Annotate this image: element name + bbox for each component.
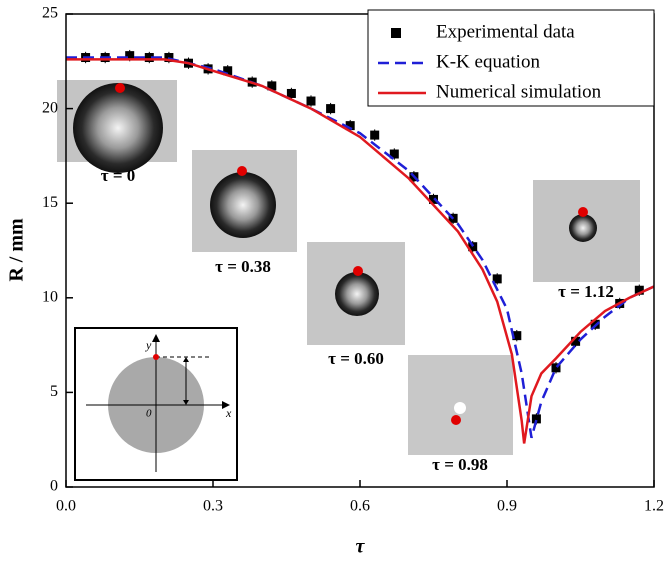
x-tick-label: 1.2 (644, 498, 664, 515)
legend-box (367, 9, 655, 107)
marker-dot (237, 166, 247, 176)
marker-dot (353, 266, 363, 276)
legend-label: K-K equation (436, 51, 540, 72)
marker-dot (451, 415, 461, 425)
axis-letter: y (145, 338, 152, 352)
data-point (551, 363, 561, 373)
data-point (634, 285, 644, 295)
data-point (429, 194, 438, 204)
photo-label: τ = 0.38 (215, 257, 271, 276)
x-tick-label: 0.0 (56, 498, 76, 515)
arrow-head (222, 401, 230, 409)
data-point (286, 88, 296, 98)
photo-label: τ = 1.12 (558, 282, 614, 301)
plot (66, 49, 655, 444)
x-axis-label: τ (356, 536, 366, 558)
arrow-head (183, 357, 189, 405)
y-tick-label: 25 (42, 5, 58, 22)
y-tick-label: 20 (42, 99, 58, 116)
axis-letter: x (225, 406, 232, 420)
y-tick-label: 10 (42, 288, 58, 305)
legend-label: Numerical simulation (436, 81, 602, 102)
legend-label: Experimental data (436, 21, 575, 42)
photo-label: τ = 0 (101, 166, 136, 185)
y-tick-label: 15 (42, 194, 58, 211)
data-point (326, 104, 336, 114)
data-point (223, 66, 233, 76)
series-line (66, 58, 655, 444)
data-point (571, 336, 581, 346)
data-point (531, 414, 541, 424)
droplet (335, 272, 379, 316)
droplet (73, 83, 163, 173)
marker-dot (115, 83, 125, 93)
droplet (210, 172, 276, 238)
data-point (267, 81, 277, 91)
data-point (144, 53, 154, 63)
photo-labels: τ = 0 τ = 0.38 τ = 0.60 τ = 0.98 τ = 1.1… (101, 166, 614, 474)
data-point (512, 331, 522, 341)
arrow-head (152, 334, 160, 342)
x-tick-label: 0.9 (497, 498, 517, 515)
droplet (454, 402, 466, 414)
origin-label: 0 (146, 408, 152, 420)
y-tick-label: 0 (50, 478, 58, 495)
data-point (345, 121, 355, 131)
data-point (125, 51, 135, 61)
photo-label: τ = 0.98 (432, 455, 488, 474)
schematic: y x 0 (74, 327, 238, 481)
marker-dot (578, 207, 588, 217)
y-axis-label: R / mm (6, 218, 28, 282)
marker-dot (153, 354, 159, 360)
inset-photos (57, 80, 640, 455)
series-line (66, 56, 655, 439)
data-point (468, 242, 478, 252)
x-tick-label: 0.6 (350, 498, 370, 515)
photo-label: τ = 0.60 (328, 349, 384, 368)
data-point (389, 149, 399, 159)
data-point (306, 96, 316, 106)
y-tick-label: 5 (50, 383, 58, 400)
x-tick-label: 0.3 (203, 498, 223, 515)
data-point (370, 130, 380, 140)
data-point (492, 274, 502, 284)
legend-swatch (391, 28, 401, 38)
droplet (569, 214, 597, 242)
